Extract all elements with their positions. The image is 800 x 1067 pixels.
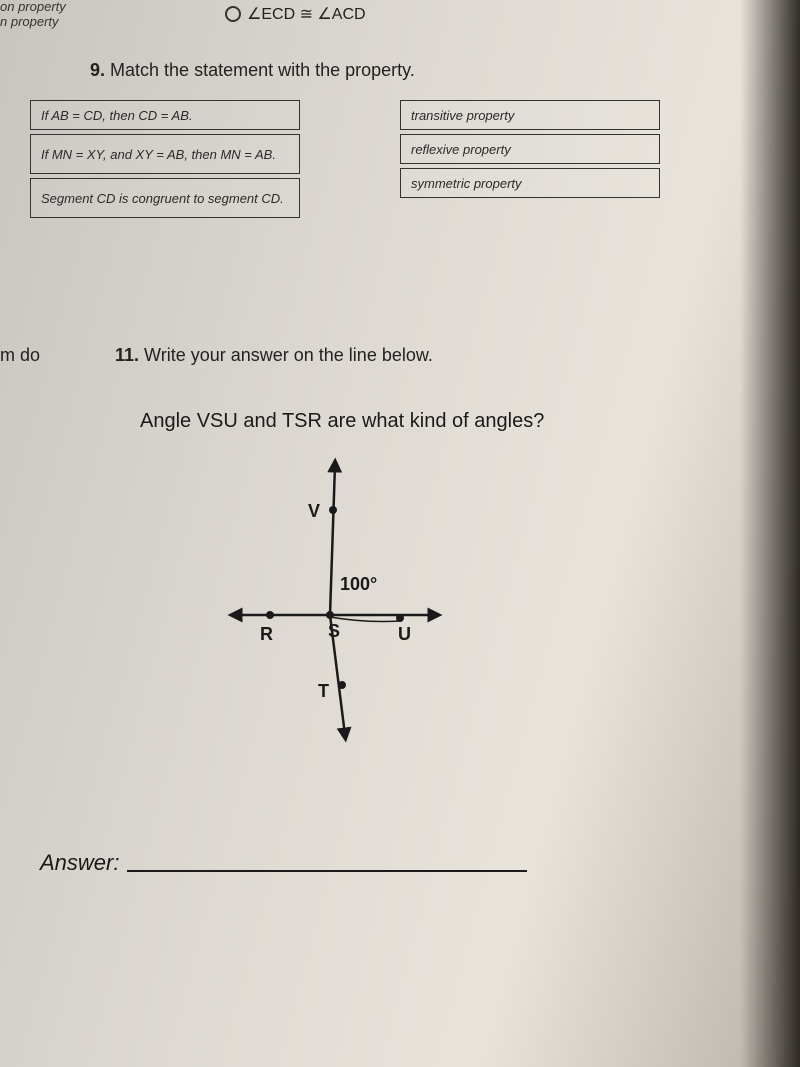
question-prompt: Match the statement with the property. xyxy=(110,60,415,80)
match-property[interactable]: transitive property xyxy=(400,100,660,130)
answer-row: Answer: xyxy=(40,850,527,876)
question-11-header: 11. Write your answer on the line below. xyxy=(115,345,433,366)
question-number: 11. xyxy=(115,345,139,365)
angle-diagram: V R S U T 100° xyxy=(200,455,460,745)
page-fragment-left-mid: m do xyxy=(0,345,40,366)
svg-text:100°: 100° xyxy=(340,574,377,594)
match-property[interactable]: reflexive property xyxy=(400,134,660,164)
mc-option-label: ∠ECD ≅ ∠ACD xyxy=(247,4,366,24)
fragment-line: on property xyxy=(0,0,66,15)
svg-text:S: S xyxy=(328,621,340,641)
match-statement[interactable]: If AB = CD, then CD = AB. xyxy=(30,100,300,130)
svg-text:U: U xyxy=(398,624,411,644)
question-9-header: 9. Match the statement with the property… xyxy=(90,60,415,81)
match-property[interactable]: symmetric property xyxy=(400,168,660,198)
fragment-line: n property xyxy=(0,15,66,30)
question-number: 9. xyxy=(90,60,105,80)
match-grid: If AB = CD, then CD = AB. If MN = XY, an… xyxy=(30,100,710,218)
page-fragment-top-left: on property n property xyxy=(0,0,66,30)
question-prompt: Write your answer on the line below. xyxy=(144,345,433,365)
page-shadow-edge xyxy=(740,0,800,1067)
svg-text:T: T xyxy=(318,681,329,701)
mc-option-ecd-acd[interactable]: ∠ECD ≅ ∠ACD xyxy=(225,4,366,24)
question-11-subprompt: Angle VSU and TSR are what kind of angle… xyxy=(140,410,544,433)
answer-blank-line[interactable] xyxy=(127,870,527,872)
match-statement[interactable]: Segment CD is congruent to segment CD. xyxy=(30,178,300,218)
match-statement[interactable]: If MN = XY, and XY = AB, then MN = AB. xyxy=(30,134,300,174)
radio-icon xyxy=(225,6,241,22)
match-left-column: If AB = CD, then CD = AB. If MN = XY, an… xyxy=(30,100,300,218)
svg-text:V: V xyxy=(308,501,320,521)
match-right-column: transitive property reflexive property s… xyxy=(400,100,660,218)
answer-label: Answer: xyxy=(40,850,119,876)
svg-text:R: R xyxy=(260,624,273,644)
